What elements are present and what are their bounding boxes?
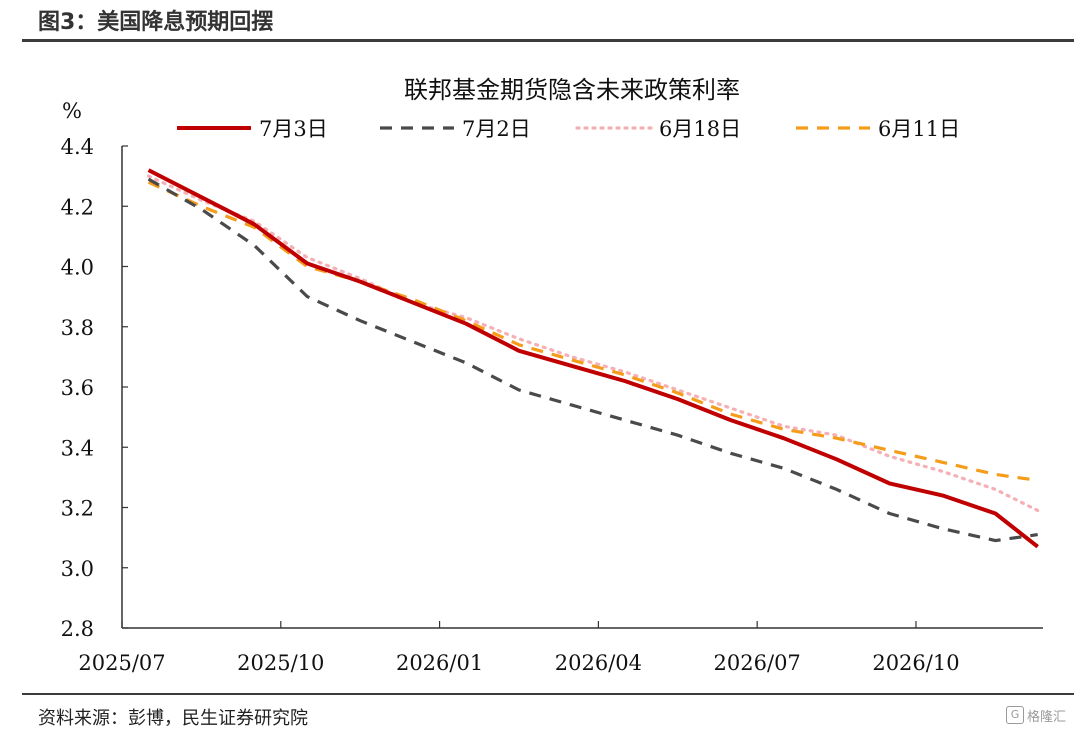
chart-legend: 7月3日 7月2日 6月18日 6月11日 bbox=[177, 117, 960, 141]
x-tick-label: 2026/04 bbox=[555, 651, 642, 675]
series-line-4 bbox=[147, 180, 1038, 482]
series-line-3 bbox=[146, 174, 1040, 513]
header-rule bbox=[22, 39, 1074, 42]
watermark: G 格隆汇 bbox=[1006, 704, 1072, 726]
chart-axes: 2.8 3.0 3.2 3.4 3.6 3.8 4.0 4.2 4.4 2025/07 2025/1… bbox=[61, 135, 1043, 675]
figure-header: 图3：美国降息预期回摆 bbox=[22, 0, 1074, 42]
x-tick-label: 2026/07 bbox=[714, 651, 801, 675]
source-note: 资料来源：彭博，民生证券研究院 bbox=[38, 708, 308, 729]
y-tick-label: 3.8 bbox=[61, 316, 94, 340]
figure-title: 图3：美国降息预期回摆 bbox=[38, 10, 274, 35]
watermark-text: 格隆汇 bbox=[1027, 709, 1067, 725]
y-tick-label: 2.8 bbox=[61, 617, 94, 641]
x-tick-label: 2025/10 bbox=[237, 651, 324, 675]
watermark-logo-icon: G bbox=[1006, 706, 1024, 724]
y-tick-label: 3.4 bbox=[61, 436, 94, 460]
legend-label-3: 6月18日 bbox=[659, 117, 741, 141]
y-tick-label: 3.2 bbox=[61, 497, 94, 521]
y-tick-label: 4.4 bbox=[61, 135, 94, 159]
y-tick-label: 4.0 bbox=[61, 256, 94, 280]
x-tick-label: 2025/07 bbox=[78, 651, 165, 675]
legend-label-2: 7月2日 bbox=[462, 117, 531, 141]
x-tick-label: 2026/01 bbox=[396, 651, 483, 675]
series-line-1 bbox=[147, 168, 1039, 549]
series-line-2 bbox=[147, 177, 1038, 543]
y-axis-unit: % bbox=[62, 99, 82, 123]
legend-label-1: 7月3日 bbox=[259, 117, 328, 141]
legend-label-4: 6月11日 bbox=[878, 117, 960, 141]
chart-title: 联邦基金期货隐含未来政策利率 bbox=[404, 76, 740, 104]
chart-series bbox=[146, 168, 1040, 549]
y-tick-label: 4.2 bbox=[61, 195, 94, 219]
y-tick-label: 3.0 bbox=[61, 557, 94, 581]
line-chart: 联邦基金期货隐含未来政策利率 % 7月3日 7月2日 6月18日 6月11日 2.8 3… bbox=[61, 76, 1043, 675]
y-tick-label: 3.6 bbox=[61, 376, 94, 400]
footer-rule bbox=[22, 693, 1074, 695]
x-tick-label: 2026/10 bbox=[872, 651, 959, 675]
